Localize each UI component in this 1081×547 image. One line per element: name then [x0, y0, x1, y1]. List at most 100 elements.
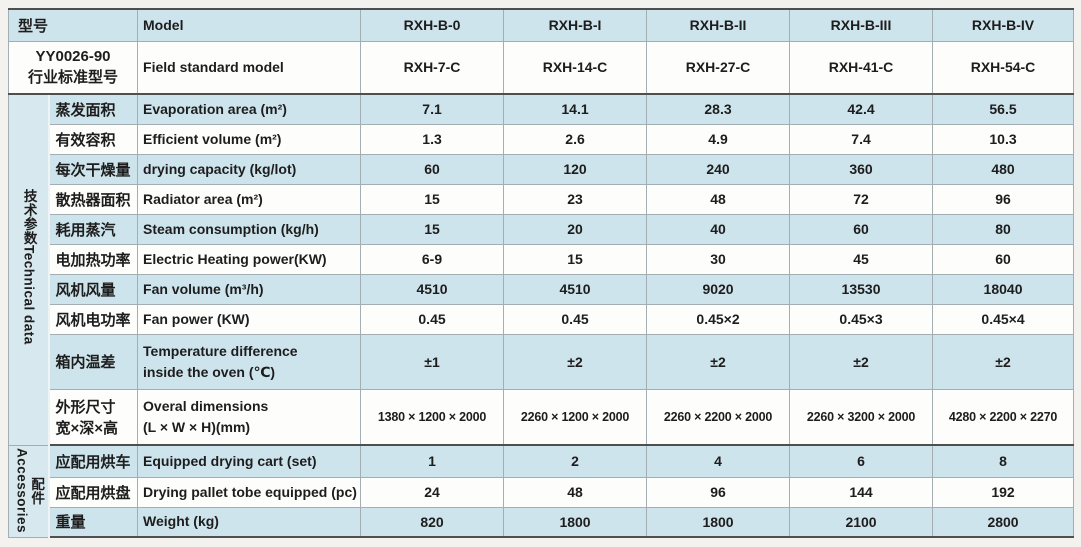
row-label-zh: 每次干燥量 [47, 153, 139, 185]
value-cell: 360 [789, 153, 934, 185]
value-cell: 4 [646, 444, 791, 478]
value-cell: 60 [932, 243, 1075, 275]
row-label-zh: 耗用蒸汽 [47, 213, 139, 245]
value-cell: 60 [360, 153, 505, 185]
value-cell: 0.45×4 [932, 303, 1075, 335]
model-header-row: 型号 Model RXH-B-0 RXH-B-I RXH-B-II RXH-B-… [7, 8, 1075, 42]
value-cell: 144 [789, 476, 934, 508]
value-cell: 15 [503, 243, 648, 275]
value-cell: 820 [360, 506, 505, 538]
row-label-zh: 蒸发面积 [47, 93, 139, 125]
value-cell: 2100 [789, 506, 934, 538]
model-name-cell: RXH-B-0 [360, 8, 505, 42]
value-cell: 6-9 [360, 243, 505, 275]
value-cell: RXH-7-C [360, 40, 505, 95]
value-cell: ±2 [932, 333, 1075, 390]
value-cell: 48 [646, 183, 791, 215]
table-row: 箱内温差 Temperature difference inside the o… [9, 333, 1075, 390]
standard-label-en: Field standard model [137, 40, 362, 95]
row-label-zh: 风机电功率 [47, 303, 139, 335]
row-label-en: Fan volume (m³/h) [137, 273, 362, 305]
value-cell: 60 [789, 213, 934, 245]
value-cell: RXH-41-C [789, 40, 934, 95]
row-label-en: Temperature difference inside the oven (… [137, 333, 362, 390]
value-cell: 9020 [646, 273, 791, 305]
table-row: 每次干燥量 drying capacity (kg/lot) 60 120 24… [9, 153, 1075, 185]
row-label-zh: 风机风量 [47, 273, 139, 305]
value-cell: 1800 [503, 506, 648, 538]
row-label-en: Drying pallet tobe equipped (pc) [137, 476, 362, 508]
value-cell: 0.45×2 [646, 303, 791, 335]
row-label-zh: 应配用烘盘 [47, 476, 139, 508]
row-label-zh: 箱内温差 [47, 333, 139, 390]
value-cell: 1 [360, 444, 505, 478]
value-cell: 40 [646, 213, 791, 245]
row-label-en: Electric Heating power(KW) [137, 243, 362, 275]
value-cell: 120 [503, 153, 648, 185]
value-cell: 45 [789, 243, 934, 275]
group-accessories-label-en: Accessories [14, 448, 30, 534]
value-cell: 24 [360, 476, 505, 508]
table-row: Accessories 配件 应配用烘车 Equipped drying car… [8, 444, 1075, 538]
value-cell: 96 [932, 183, 1075, 215]
value-cell: 4510 [503, 273, 648, 305]
row-label-en: Overal dimensions (L × W × H)(mm) [137, 388, 362, 446]
row-label-en: Evaporation area (m²) [137, 93, 362, 125]
value-cell: 7.1 [360, 93, 505, 125]
group-accessories-label-zh: 配件 [29, 477, 45, 505]
standard-model-row: YY0026-90 行业标准型号 Field standard model RX… [7, 40, 1075, 95]
table-row: 有效容积 Efficient volume (m²) 1.3 2.6 4.9 7… [9, 123, 1075, 155]
value-cell: ±2 [646, 333, 791, 390]
value-cell: 15 [360, 183, 505, 215]
value-cell: 1380 × 1200 × 2000 [360, 388, 505, 446]
value-cell: 6 [789, 444, 934, 478]
model-name-cell: RXH-B-II [646, 8, 791, 42]
value-cell: 4.9 [646, 123, 791, 155]
table-row: 风机风量 Fan volume (m³/h) 4510 4510 9020 13… [9, 273, 1075, 305]
row-label-en: Efficient volume (m²) [137, 123, 362, 155]
row-label-en: drying capacity (kg/lot) [137, 153, 362, 185]
value-cell: 30 [646, 243, 791, 275]
value-cell: ±1 [360, 333, 505, 390]
value-cell: 48 [503, 476, 648, 508]
value-cell: 23 [503, 183, 648, 215]
model-name-cell: RXH-B-IV [932, 8, 1075, 42]
value-cell: 192 [932, 476, 1075, 508]
value-cell: 72 [789, 183, 934, 215]
value-cell: 80 [932, 213, 1075, 245]
value-cell: 18040 [932, 273, 1075, 305]
group-technical-label: 技术参数Technical data [21, 189, 37, 346]
value-cell: ±2 [503, 333, 648, 390]
value-cell: 2800 [932, 506, 1075, 538]
value-cell: ±2 [789, 333, 934, 390]
table-row: 外形尺寸 宽×深×高 Overal dimensions (L × W × H)… [9, 388, 1075, 446]
spec-sheet: 型号 Model RXH-B-0 RXH-B-I RXH-B-II RXH-B-… [7, 8, 1075, 538]
model-label-en: Model [137, 8, 362, 42]
row-label-en: Weight (kg) [137, 506, 362, 538]
spec-table: 型号 Model RXH-B-0 RXH-B-I RXH-B-II RXH-B-… [7, 8, 1075, 538]
value-cell: 0.45×3 [789, 303, 934, 335]
value-cell: 96 [646, 476, 791, 508]
row-label-zh: 散热器面积 [47, 183, 139, 215]
value-cell: 1.3 [360, 123, 505, 155]
group-technical-data: 技术参数Technical data [8, 93, 50, 446]
model-label-zh: 型号 [7, 8, 139, 42]
value-cell: 10.3 [932, 123, 1075, 155]
value-cell: 240 [646, 153, 791, 185]
value-cell: 480 [932, 153, 1075, 185]
value-cell: 56.5 [932, 93, 1075, 125]
value-cell: 2260 × 1200 × 2000 [503, 388, 648, 446]
row-label-zh: 重量 [47, 506, 139, 538]
value-cell: RXH-54-C [932, 40, 1075, 95]
value-cell: 8 [932, 444, 1075, 478]
row-label-en: Radiator area (m²) [137, 183, 362, 215]
value-cell: 1800 [646, 506, 791, 538]
row-label-zh: 外形尺寸 宽×深×高 [47, 388, 139, 446]
table-row: 重量 Weight (kg) 820 1800 1800 2100 2800 [9, 506, 1075, 538]
value-cell: 28.3 [646, 93, 791, 125]
value-cell: RXH-27-C [646, 40, 791, 95]
value-cell: 0.45 [360, 303, 505, 335]
table-row: 电加热功率 Electric Heating power(KW) 6-9 15 … [9, 243, 1075, 275]
value-cell: 42.4 [789, 93, 934, 125]
value-cell: 4510 [360, 273, 505, 305]
